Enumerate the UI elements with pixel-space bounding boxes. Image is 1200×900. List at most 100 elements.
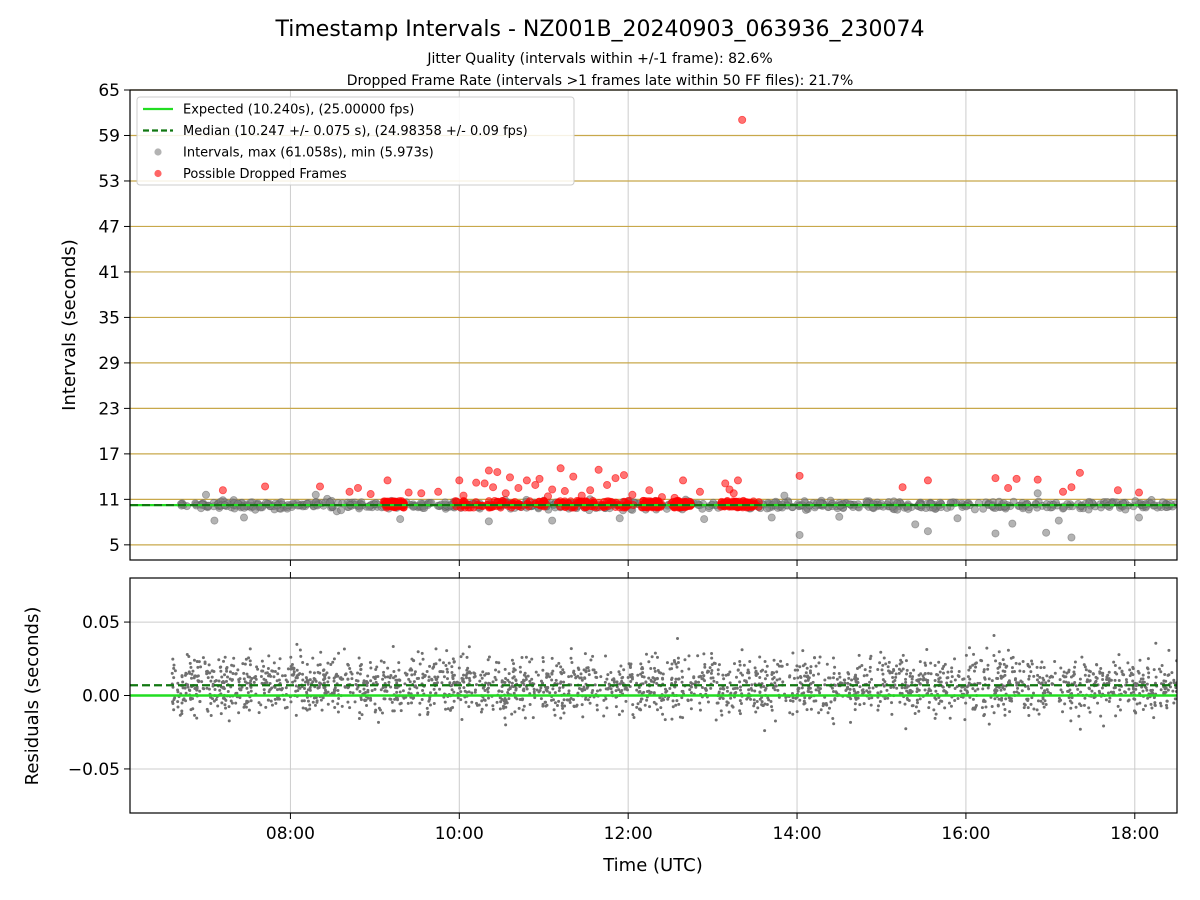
residual-point: [1076, 687, 1080, 691]
residual-point: [198, 689, 202, 693]
residual-point: [410, 701, 414, 705]
residual-point: [826, 711, 830, 715]
residual-point: [788, 699, 792, 703]
residual-point: [522, 683, 526, 687]
dropped-frame-point: [535, 474, 544, 483]
residual-point: [1159, 688, 1163, 692]
residual-point: [452, 660, 456, 664]
residual-point: [262, 664, 266, 668]
residual-point: [878, 661, 882, 665]
residual-point: [700, 671, 704, 675]
residual-point: [1113, 664, 1117, 668]
residual-point: [176, 681, 180, 685]
residual-point: [1165, 699, 1169, 703]
residual-point: [972, 669, 976, 673]
residual-point: [326, 680, 330, 684]
residual-point: [648, 705, 652, 709]
residual-point: [550, 678, 554, 682]
residual-point: [293, 679, 297, 683]
residual-point: [420, 651, 424, 655]
residual-point: [773, 681, 777, 685]
residual-point: [595, 708, 599, 712]
residual-point: [655, 676, 659, 680]
residual-point: [1026, 706, 1030, 710]
residual-point: [618, 682, 622, 686]
residual-point: [256, 667, 260, 671]
residual-point: [927, 687, 931, 691]
residual-point: [946, 670, 950, 674]
residual-point: [617, 688, 621, 692]
residual-point: [670, 662, 674, 666]
residual-point: [526, 674, 530, 678]
residual-point: [854, 680, 858, 684]
residual-point: [614, 705, 618, 709]
residual-point: [359, 698, 363, 702]
residual-point: [436, 675, 440, 679]
residual-point: [569, 674, 573, 678]
residual-point: [700, 686, 704, 690]
residual-point: [438, 687, 442, 691]
residual-point: [218, 688, 222, 692]
residual-point: [316, 686, 320, 690]
residual-point: [818, 687, 822, 691]
residual-point: [995, 685, 999, 689]
interval-point: [1031, 499, 1040, 508]
residual-point: [725, 700, 729, 704]
residual-point: [397, 678, 401, 682]
residual-point: [750, 683, 754, 687]
residual-point: [833, 683, 837, 687]
residual-point: [1014, 661, 1018, 665]
residual-point: [513, 668, 517, 672]
residual-point: [512, 662, 516, 666]
residual-point: [561, 668, 565, 672]
residual-point: [796, 668, 800, 672]
residual-point: [286, 667, 290, 671]
residual-point: [986, 667, 990, 671]
residual-point: [661, 677, 665, 681]
residual-point: [1001, 658, 1005, 662]
residual-point: [964, 653, 968, 657]
residual-point: [1027, 713, 1031, 717]
residual-point: [247, 708, 251, 712]
interval-point: [201, 490, 210, 499]
residual-point: [615, 680, 619, 684]
residual-point: [971, 697, 975, 701]
residual-point: [323, 675, 327, 679]
residual-point: [853, 702, 857, 706]
residual-point: [518, 665, 522, 669]
residual-point: [348, 690, 352, 694]
residual-point: [493, 675, 497, 679]
residual-point: [1026, 684, 1030, 688]
residual-point: [1145, 682, 1149, 686]
residual-point: [1010, 666, 1014, 670]
residual-point: [758, 655, 762, 659]
intervals-y-tick-label: 29: [98, 354, 120, 374]
residual-point: [520, 655, 524, 659]
residual-point: [206, 709, 210, 713]
dropped-frame-point: [577, 491, 586, 500]
residual-point: [348, 706, 352, 710]
residual-point: [315, 700, 319, 704]
residual-point: [1160, 663, 1164, 667]
residual-point: [1087, 674, 1091, 678]
residual-point: [712, 661, 716, 665]
residual-point: [658, 696, 662, 700]
dropped-frame-point: [543, 492, 552, 501]
residual-point: [1015, 683, 1019, 687]
residual-point: [973, 662, 977, 666]
residual-point: [753, 666, 757, 670]
interval-point: [923, 527, 932, 536]
residual-point: [198, 700, 202, 704]
residual-point: [620, 688, 624, 692]
residual-point: [868, 665, 872, 669]
residual-point: [714, 718, 718, 722]
residual-point: [238, 677, 242, 681]
interval-point: [767, 513, 776, 522]
residual-point: [1132, 690, 1136, 694]
residual-point: [570, 661, 574, 665]
residual-point: [1141, 673, 1145, 677]
dropped-frame-point: [505, 473, 514, 482]
residual-point: [1038, 675, 1042, 679]
residual-point: [1070, 696, 1074, 700]
residual-point: [515, 697, 519, 701]
